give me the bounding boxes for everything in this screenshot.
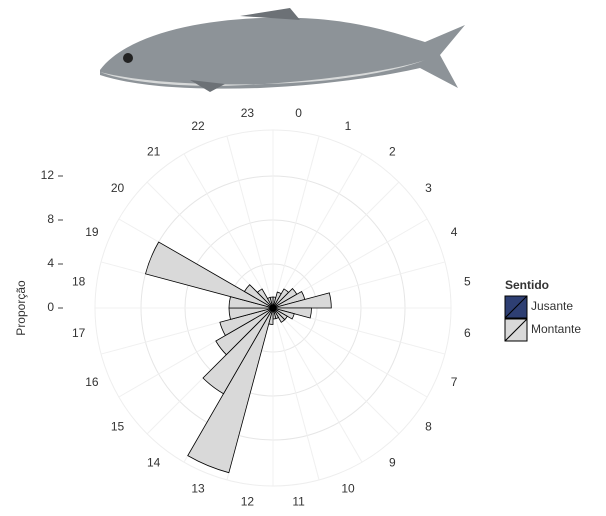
angle-label: 3 (425, 181, 432, 195)
spoke (227, 136, 273, 308)
angle-label: 16 (85, 375, 99, 389)
y-tick-label: 12 (41, 168, 55, 182)
y-tick-label: 4 (47, 256, 54, 270)
angle-label: 19 (85, 225, 99, 239)
angle-label: 13 (191, 481, 205, 495)
spoke (273, 308, 399, 434)
angle-label: 23 (241, 106, 255, 120)
angle-label: 12 (241, 494, 255, 508)
legend-label: Montante (531, 322, 581, 336)
chart: Proporção Sentido 0481201234567891011121… (0, 0, 606, 511)
angle-label: 6 (464, 326, 471, 340)
angle-label: 15 (111, 419, 125, 433)
angle-label: 2 (389, 145, 396, 159)
angle-label: 4 (451, 225, 458, 239)
angle-label: 20 (111, 181, 125, 195)
angle-label: 8 (425, 419, 432, 433)
legend-title: Sentido (505, 278, 549, 292)
legend-label: Jusante (531, 299, 573, 313)
angle-label: 22 (191, 119, 205, 133)
fish-image (100, 8, 465, 92)
angle-label: 18 (72, 275, 86, 289)
spoke (273, 136, 319, 308)
y-axis-label: Proporção (14, 280, 28, 336)
angle-label: 9 (389, 456, 396, 470)
angle-label: 5 (464, 275, 471, 289)
angle-label: 14 (147, 456, 161, 470)
angle-label: 7 (451, 375, 458, 389)
y-tick-label: 8 (47, 212, 54, 226)
angle-label: 1 (345, 119, 352, 133)
angle-label: 21 (147, 145, 161, 159)
angle-label: 17 (72, 326, 86, 340)
spoke (273, 308, 319, 480)
angle-label: 0 (295, 106, 302, 120)
y-tick-label: 0 (47, 300, 54, 314)
angle-label: 10 (341, 481, 355, 495)
angle-label: 11 (292, 494, 305, 508)
